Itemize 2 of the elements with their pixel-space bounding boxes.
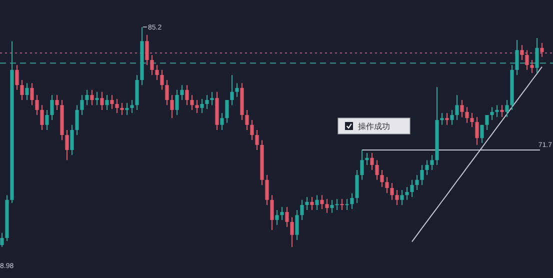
annotation: 操作成功 — [358, 122, 390, 131]
toast: 操作成功 — [338, 118, 410, 134]
